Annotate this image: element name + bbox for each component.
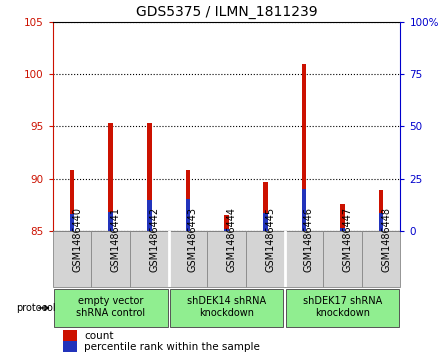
- Bar: [108, 212, 113, 231]
- Bar: [92, 231, 130, 287]
- Bar: [362, 231, 400, 287]
- Bar: [53, 231, 92, 287]
- Text: protocol: protocol: [16, 303, 56, 313]
- Bar: [379, 190, 383, 231]
- Bar: [63, 341, 77, 352]
- Text: GSM1486448: GSM1486448: [381, 207, 391, 272]
- Text: GSM1486447: GSM1486447: [342, 207, 352, 272]
- Bar: [301, 189, 306, 231]
- Bar: [285, 231, 323, 287]
- Text: empty vector
shRNA control: empty vector shRNA control: [76, 296, 145, 318]
- Text: GSM1486445: GSM1486445: [265, 207, 275, 272]
- Text: shDEK17 shRNA
knockdown: shDEK17 shRNA knockdown: [303, 296, 382, 318]
- Text: GSM1486444: GSM1486444: [227, 207, 237, 272]
- Bar: [170, 289, 283, 327]
- Text: percentile rank within the sample: percentile rank within the sample: [84, 342, 260, 352]
- Bar: [323, 231, 362, 287]
- Bar: [70, 215, 74, 231]
- Bar: [147, 123, 152, 231]
- Text: GSM1486443: GSM1486443: [188, 207, 198, 272]
- Bar: [186, 170, 190, 231]
- Bar: [207, 231, 246, 287]
- Text: GSM1486441: GSM1486441: [111, 207, 121, 272]
- Title: GDS5375 / ILMN_1811239: GDS5375 / ILMN_1811239: [136, 5, 317, 19]
- Bar: [169, 231, 207, 287]
- Bar: [340, 204, 345, 231]
- Bar: [130, 231, 169, 287]
- Bar: [54, 289, 168, 327]
- Bar: [147, 200, 152, 231]
- Text: GSM1486440: GSM1486440: [72, 207, 82, 272]
- Bar: [246, 231, 285, 287]
- Bar: [70, 170, 74, 231]
- Bar: [263, 213, 268, 231]
- Bar: [224, 215, 229, 231]
- Text: count: count: [84, 331, 114, 340]
- Text: shDEK14 shRNA
knockdown: shDEK14 shRNA knockdown: [187, 296, 266, 318]
- Bar: [186, 199, 190, 231]
- Bar: [301, 64, 306, 231]
- Bar: [379, 213, 383, 231]
- Bar: [63, 330, 77, 340]
- Text: GSM1486446: GSM1486446: [304, 207, 314, 272]
- Bar: [224, 229, 229, 231]
- Bar: [108, 123, 113, 231]
- Bar: [263, 182, 268, 231]
- Text: GSM1486442: GSM1486442: [149, 207, 159, 272]
- Bar: [340, 228, 345, 231]
- Bar: [286, 289, 399, 327]
